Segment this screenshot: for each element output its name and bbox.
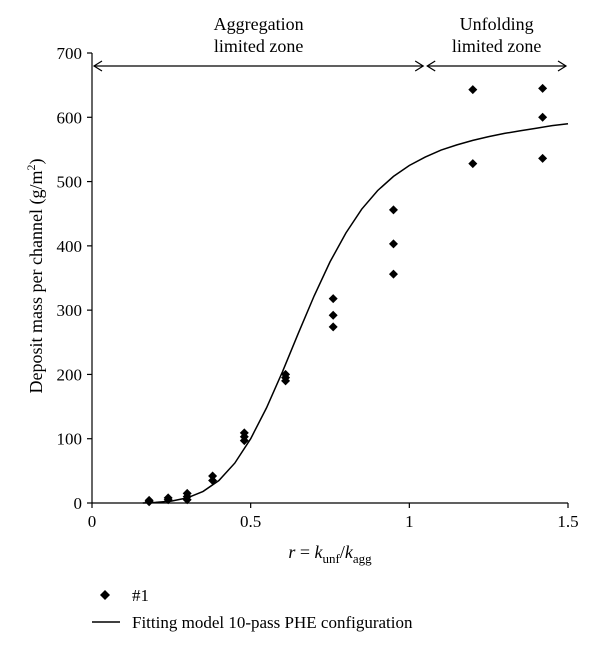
legend-label-series-1: #1 [132, 586, 149, 605]
y-tick-label: 0 [74, 494, 83, 513]
plot-area [142, 83, 569, 507]
data-point [239, 428, 249, 438]
aggregation-zone-arrowhead-left [92, 60, 103, 72]
data-point [208, 471, 218, 481]
y-tick-label: 400 [57, 237, 83, 256]
data-point [538, 153, 548, 163]
data-point [388, 239, 398, 249]
y-tick-label: 200 [57, 365, 83, 384]
data-point [538, 112, 548, 122]
data-point [388, 269, 398, 279]
y-tick-label: 300 [57, 301, 83, 320]
aggregation-zone-label-line1: Aggregation [214, 14, 304, 34]
legend-label-series-2: Fitting model 10-pass PHE configuration [132, 613, 413, 632]
y-axis-label: Deposit mass per channel (g/m2) [24, 159, 47, 394]
data-point [328, 310, 338, 320]
data-point [144, 495, 154, 505]
legend: #1 Fitting model 10-pass PHE configurati… [92, 586, 413, 632]
aggregation-zone-arrowhead-right [414, 60, 425, 72]
ticks: 0 100 200 300 400 500 600 700 0 0.5 1 1.5 [57, 44, 579, 531]
x-tick-label: 1.5 [557, 512, 578, 531]
unfolding-zone-label-line1: Unfolding [460, 14, 534, 34]
y-tick-label: 500 [57, 173, 83, 192]
data-point [468, 85, 478, 95]
x-tick-label: 0 [88, 512, 97, 531]
data-point [328, 322, 338, 332]
unfolding-zone-arrowhead-left [426, 60, 436, 72]
x-axis-label: r = kunf/kagg [288, 542, 372, 566]
data-point [538, 83, 548, 93]
unfolding-zone-label-line2: limited zone [452, 36, 541, 56]
y-tick-label: 100 [57, 430, 83, 449]
data-point [328, 294, 338, 304]
fit-curve [142, 122, 569, 504]
legend-marker-diamond [100, 590, 110, 600]
data-point [281, 369, 291, 379]
x-tick-label: 1 [405, 512, 414, 531]
data-point [182, 488, 192, 498]
data-point [468, 159, 478, 169]
y-tick-label: 600 [57, 108, 83, 127]
aggregation-zone-label-line2: limited zone [214, 36, 303, 56]
data-point [163, 493, 173, 503]
unfolding-zone-arrowhead-right [557, 60, 568, 72]
y-tick-label: 700 [57, 44, 83, 63]
axes [91, 53, 568, 504]
data-point [388, 205, 398, 215]
x-tick-label: 0.5 [240, 512, 261, 531]
